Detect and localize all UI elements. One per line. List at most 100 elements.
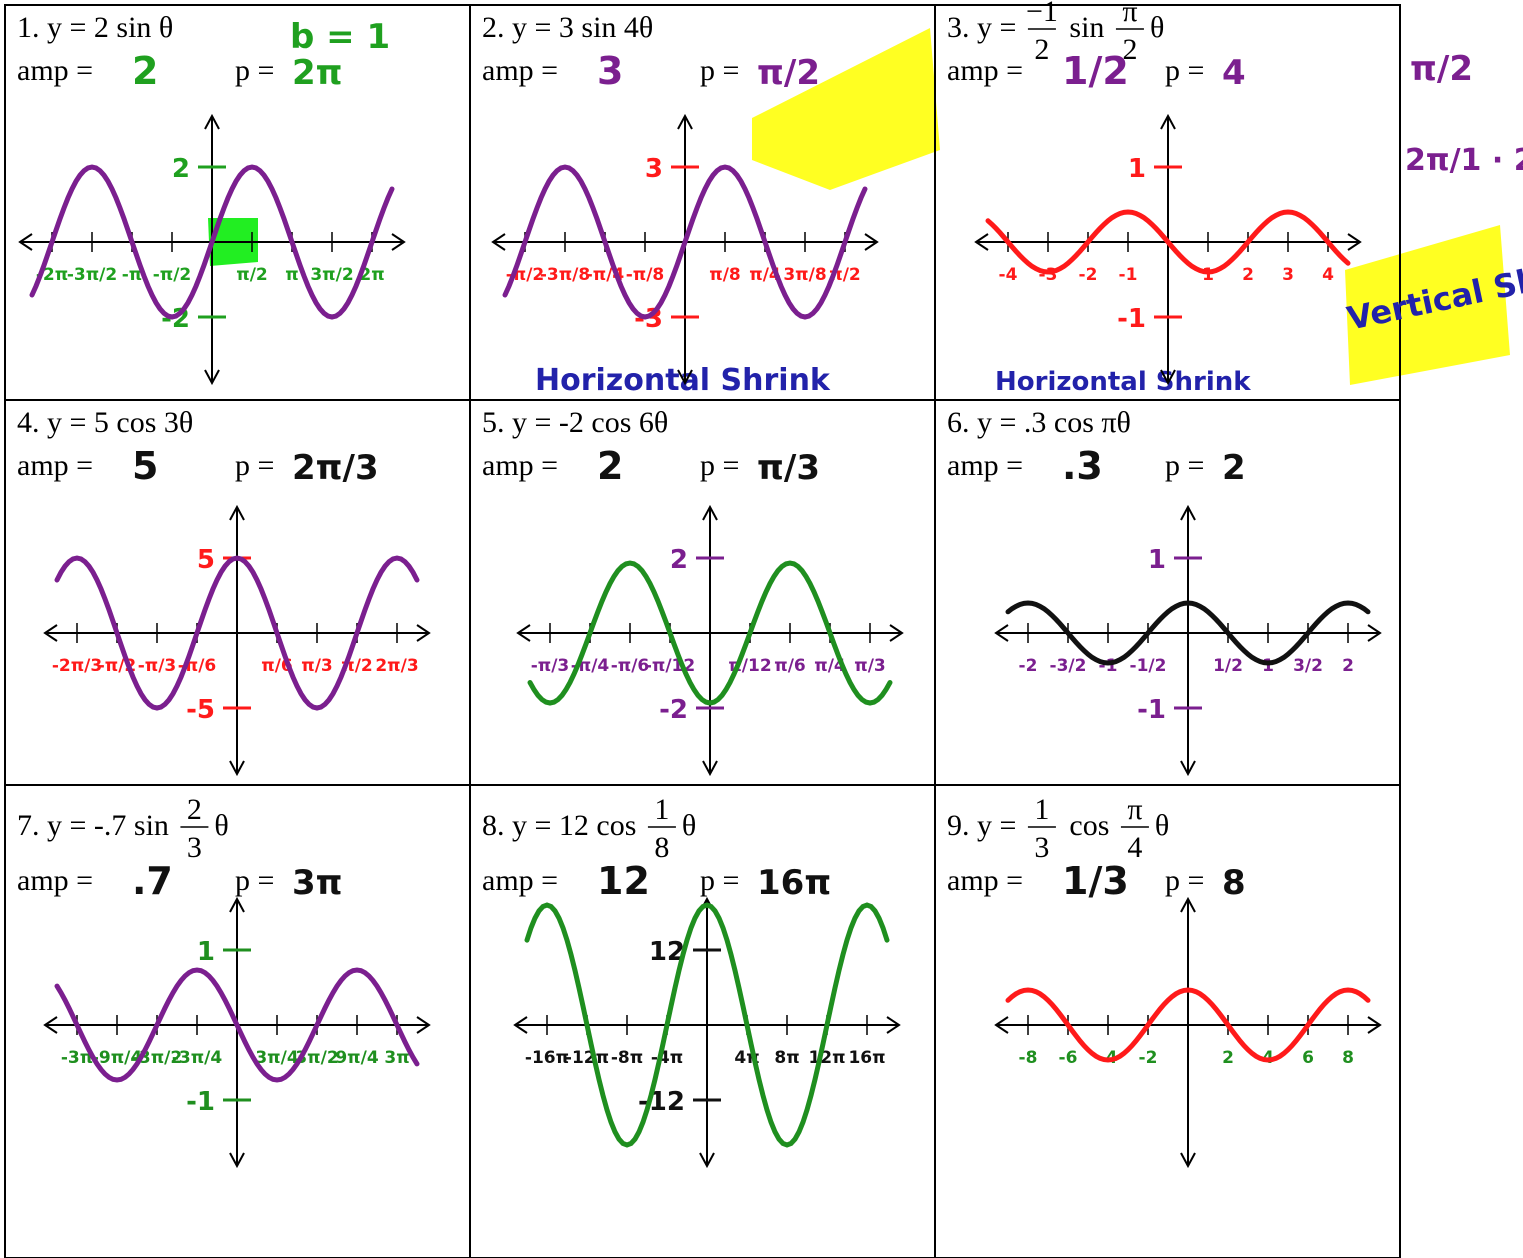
- p-answer: π/2: [757, 53, 820, 93]
- x-label: 2π/3: [375, 656, 418, 676]
- amp-label: amp =: [482, 864, 558, 897]
- x-label: 2: [1222, 1048, 1234, 1068]
- fraction-den: 4: [1127, 831, 1142, 864]
- p-label: p =: [235, 449, 274, 482]
- x-label: 1: [1262, 656, 1274, 676]
- x-label: -2: [1079, 265, 1098, 285]
- y-label: 2: [670, 545, 688, 575]
- x-label: -3π/8: [540, 265, 590, 285]
- equation: cos: [1062, 809, 1117, 842]
- y-label: 5: [197, 545, 215, 575]
- note: Horizontal Shrink: [995, 367, 1251, 397]
- equation: sin: [1062, 11, 1112, 44]
- page: b = 1 Horizontal Shrink Horizontal Shrin…: [0, 0, 1523, 1258]
- x-label: -4π: [651, 1048, 683, 1068]
- amp-label: amp =: [947, 54, 1023, 87]
- note: b = 1: [290, 17, 390, 57]
- equation: 6. y = .3 cos πθ: [947, 406, 1131, 439]
- amp-label: amp =: [17, 54, 93, 87]
- x-label: -π/3: [138, 656, 177, 676]
- equation: 5. y = -2 cos 6θ: [482, 406, 668, 439]
- equation: 1. y = 2 sin θ: [17, 11, 173, 44]
- x-label: 12π: [808, 1048, 845, 1068]
- x-label: 2: [1342, 656, 1354, 676]
- fraction-num: 2: [187, 793, 202, 826]
- x-label: π/2: [236, 265, 268, 285]
- x-label: π/8: [709, 265, 741, 285]
- p-answer: 2: [1222, 448, 1246, 488]
- x-label: -π/6: [611, 656, 650, 676]
- x-label: 8: [1342, 1048, 1354, 1068]
- amp-label: amp =: [482, 54, 558, 87]
- amp-answer: 1/3: [1062, 859, 1129, 903]
- x-label: 1/2: [1213, 656, 1243, 676]
- amp-answer: 5: [132, 444, 158, 488]
- amp-answer: 2: [597, 444, 623, 488]
- x-label: π: [285, 265, 298, 285]
- fraction-num: π: [1127, 793, 1142, 826]
- p-label: p =: [1165, 864, 1204, 897]
- amp-answer: 2: [132, 49, 158, 93]
- x-label: 16π: [848, 1048, 885, 1068]
- p-label: p =: [235, 864, 274, 897]
- fraction-den: 2: [1034, 33, 1049, 66]
- equation: 7. y = -.7 sin: [17, 809, 176, 842]
- x-label: 3π: [384, 1048, 409, 1068]
- y-label: 3: [645, 154, 663, 184]
- y-label: -1: [1137, 695, 1166, 725]
- fraction-num: −1: [1026, 0, 1058, 28]
- equation: 4. y = 5 cos 3θ: [17, 406, 193, 439]
- x-label: -4: [999, 265, 1018, 285]
- x-label: -8π: [611, 1048, 643, 1068]
- x-label: π/3: [301, 656, 333, 676]
- amp-label: amp =: [947, 449, 1023, 482]
- x-label: 9π/4: [335, 1048, 378, 1068]
- x-label: -3π/2: [67, 265, 117, 285]
- amp-label: amp =: [482, 449, 558, 482]
- x-label: -π/8: [626, 265, 665, 285]
- p-answer: 2π/3: [292, 448, 379, 488]
- note: π/2: [1410, 49, 1473, 89]
- p-answer: 8: [1222, 863, 1246, 903]
- x-label: -1: [1119, 265, 1138, 285]
- note: 2π/1 · 2/π: [1405, 143, 1523, 178]
- x-label: -1/2: [1130, 656, 1167, 676]
- y-label: -1: [1117, 304, 1146, 334]
- p-label: p =: [700, 864, 739, 897]
- p-answer: 4: [1222, 53, 1246, 93]
- x-label: -12π: [565, 1048, 609, 1068]
- x-label: π/3: [854, 656, 886, 676]
- amp-label: amp =: [17, 864, 93, 897]
- x-label: -π/3: [531, 656, 570, 676]
- x-label: 3: [1282, 265, 1294, 285]
- amp-label: amp =: [947, 864, 1023, 897]
- x-label: π/6: [774, 656, 806, 676]
- fraction-num: 1: [1034, 793, 1049, 826]
- x-label: 3/2: [1293, 656, 1323, 676]
- p-answer: 3π: [292, 863, 343, 903]
- x-label: -2π/3: [52, 656, 102, 676]
- equation: 9. y =: [947, 809, 1024, 842]
- fraction-den: 8: [654, 831, 669, 864]
- x-label: 3π/2: [310, 265, 353, 285]
- x-label: -6: [1059, 1048, 1078, 1068]
- p-label: p =: [1165, 449, 1204, 482]
- fraction-den: 3: [187, 831, 202, 864]
- x-label: -16π: [525, 1048, 569, 1068]
- amp-answer: .7: [132, 859, 173, 903]
- fraction-den: 3: [1034, 831, 1049, 864]
- p-label: p =: [1165, 54, 1204, 87]
- p-answer: 2π: [292, 53, 343, 93]
- equation: 2. y = 3 sin 4θ: [482, 11, 653, 44]
- y-label: -1: [186, 1087, 215, 1117]
- amp-label: amp =: [17, 449, 93, 482]
- x-label: -π/2: [153, 265, 192, 285]
- p-label: p =: [700, 449, 739, 482]
- equation: θ: [682, 809, 696, 842]
- p-label: p =: [700, 54, 739, 87]
- y-label: -5: [186, 695, 215, 725]
- p-label: p =: [235, 54, 274, 87]
- equation: 3. y =: [947, 11, 1024, 44]
- worksheet: b = 1 Horizontal Shrink Horizontal Shrin…: [0, 0, 1523, 1258]
- x-label: 2: [1242, 265, 1254, 285]
